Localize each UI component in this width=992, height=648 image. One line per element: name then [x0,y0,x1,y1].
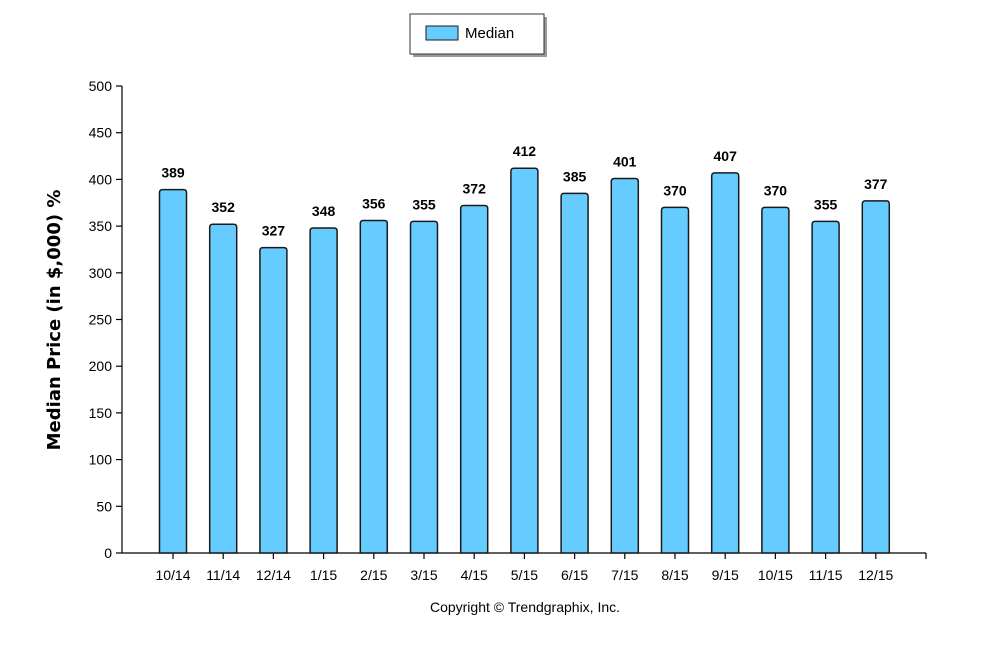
data-label: 355 [814,196,838,212]
bar-11-14 [208,223,238,554]
y-tick-label: 300 [89,265,113,281]
bar-10-15 [761,206,790,554]
y-tick-label: 350 [89,218,113,234]
data-label: 377 [864,176,888,192]
bar-11-15 [811,220,840,554]
data-label: 352 [212,199,236,215]
x-tick-label: 6/15 [561,567,588,583]
data-label: 327 [262,223,286,239]
bar-4-15 [459,204,489,554]
x-ticks: 10/14 11/14 12/14 1/15 2/15 3/15 4/15 5/15 6/15 7… [155,553,927,583]
data-label: 356 [362,195,386,211]
data-label: 412 [513,143,537,159]
bar-3-15 [409,220,439,554]
bar-5-15 [510,167,539,554]
y-tick-label: 150 [89,405,113,421]
bar-12-15 [861,200,891,554]
bar-7-15 [610,177,640,554]
x-tick-label: 8/15 [661,567,688,583]
x-tick-label: 11/15 [809,567,843,583]
y-axis-label: Median Price (in $,000) % [44,190,65,451]
data-label: 372 [463,181,487,197]
y-tick-label: 200 [89,358,113,374]
y-tick-label: 450 [89,125,113,141]
value-labels: 389 352 327 348 356 355 372 412 385 401 370 407 370 3… [161,143,887,238]
x-tick-label: 10/15 [758,567,793,583]
y-tick-label: 0 [104,545,112,561]
data-label: 385 [563,168,587,184]
y-tick-label: 50 [96,498,112,514]
data-label: 370 [663,182,687,198]
data-label: 401 [613,153,637,169]
data-label: 370 [764,182,788,198]
bar-10-14 [158,188,188,554]
y-tick-label: 500 [89,78,113,94]
x-tick-label: 7/15 [611,567,638,583]
x-tick-label: 1/15 [310,567,337,583]
y-ticks: 0 50 100 150 200 250 300 350 400 450 500 [89,78,122,561]
x-tick-label: 3/15 [410,567,437,583]
data-label: 389 [161,165,185,181]
x-tick-label: 12/15 [858,567,893,583]
x-tick-label: 12/14 [256,567,291,583]
data-label: 348 [312,203,336,219]
bar-2-15 [359,219,389,554]
bar-1-15 [309,227,338,554]
data-label: 355 [412,196,436,212]
legend-swatch-median [425,25,459,41]
bar-9-15 [710,172,740,554]
x-tick-label: 11/14 [206,567,240,583]
bar-12-14 [259,246,288,554]
legend-label-median: Median [465,25,514,42]
bars [158,167,891,554]
x-tick-label: 9/15 [712,567,739,583]
x-tick-label: 10/14 [155,567,190,583]
copyright-text: Copyright © Trendgraphix, Inc. [430,599,620,615]
x-tick-label: 5/15 [511,567,538,583]
y-tick-label: 400 [89,171,113,187]
bar-8-15 [660,206,690,554]
data-label: 407 [714,148,738,164]
x-tick-label: 4/15 [461,567,488,583]
x-tick-label: 2/15 [360,567,387,583]
bar-6-15 [560,192,589,554]
y-tick-label: 100 [89,452,113,468]
y-tick-label: 250 [89,312,113,328]
legend: Median [409,13,547,57]
